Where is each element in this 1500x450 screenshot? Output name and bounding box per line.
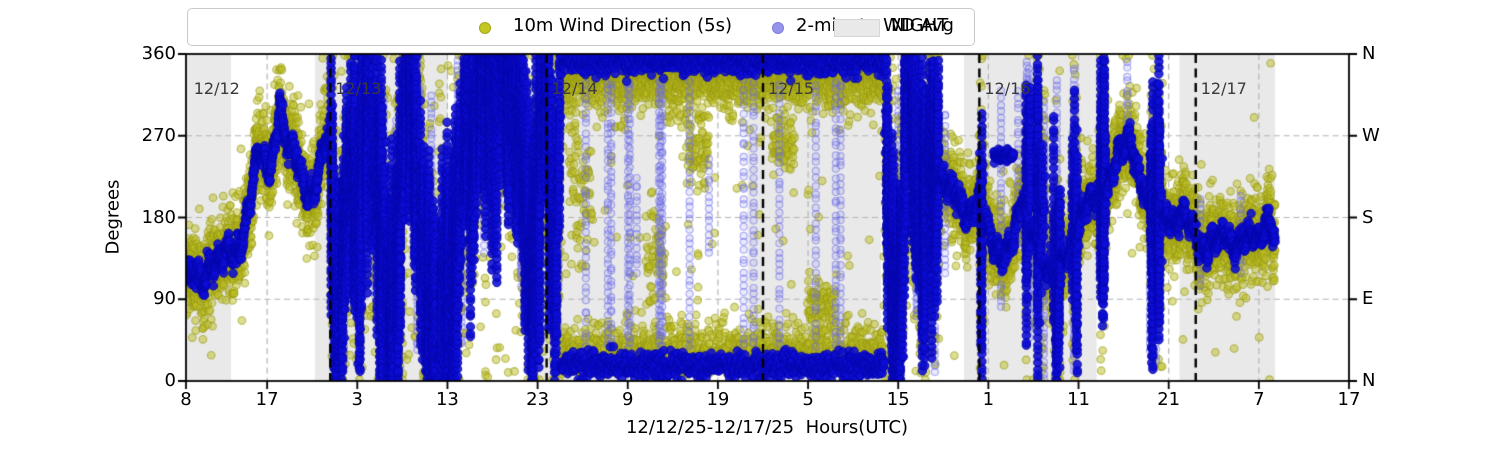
wind-direction-5s-marker-icon [479,22,491,34]
wd-avg-marker-icon [772,22,784,34]
y-tick-label: 360 [141,43,176,64]
y-tick-label: 180 [141,206,176,228]
x-tick-label: 8 [180,389,192,410]
day-label: 12/13 [335,79,382,98]
x-tick-label: 11 [1067,389,1090,410]
x-axis-label: 12/12/25-12/17/25 Hours(UTC) [625,417,909,438]
day-label: 12/17 [1200,79,1247,98]
y-tick-label: 270 [141,124,176,146]
day-label: 12/16 [984,79,1031,98]
compass-tick-label: W [1362,124,1380,146]
compass-tick-label: S [1362,206,1374,228]
compass-tick-label: N [1362,370,1376,391]
compass-tick-label: N [1362,43,1376,64]
x-tick-label: 17 [1337,389,1361,410]
x-tick-label: 19 [706,389,730,410]
day-label: 12/14 [551,79,598,98]
x-tick-label: 15 [886,389,910,410]
y-tick-label: 90 [153,288,176,310]
compass-tick-label: E [1362,288,1374,310]
x-tick-label: 23 [526,389,550,410]
x-tick-label: 9 [622,389,634,410]
x-tick-label: 7 [1253,389,1265,410]
x-tick-label: 5 [802,389,814,410]
legend: 10m Wind Direction (5s) 2-minute WD Avg … [187,8,975,46]
night-patch-icon [834,19,880,37]
y-tick-label: 0 [164,370,176,391]
x-tick-label: 17 [255,389,279,410]
legend-label-night: NIGHT [891,15,949,36]
x-tick-label: 13 [435,389,459,410]
day-label: 12/12 [193,79,240,98]
day-label: 12/15 [767,79,815,98]
x-tick-label: 1 [982,389,995,410]
legend-label-wind-direction-5s: 10m Wind Direction (5s) [513,15,733,36]
x-tick-label: 21 [1157,389,1181,410]
x-tick-label: 3 [351,389,364,410]
